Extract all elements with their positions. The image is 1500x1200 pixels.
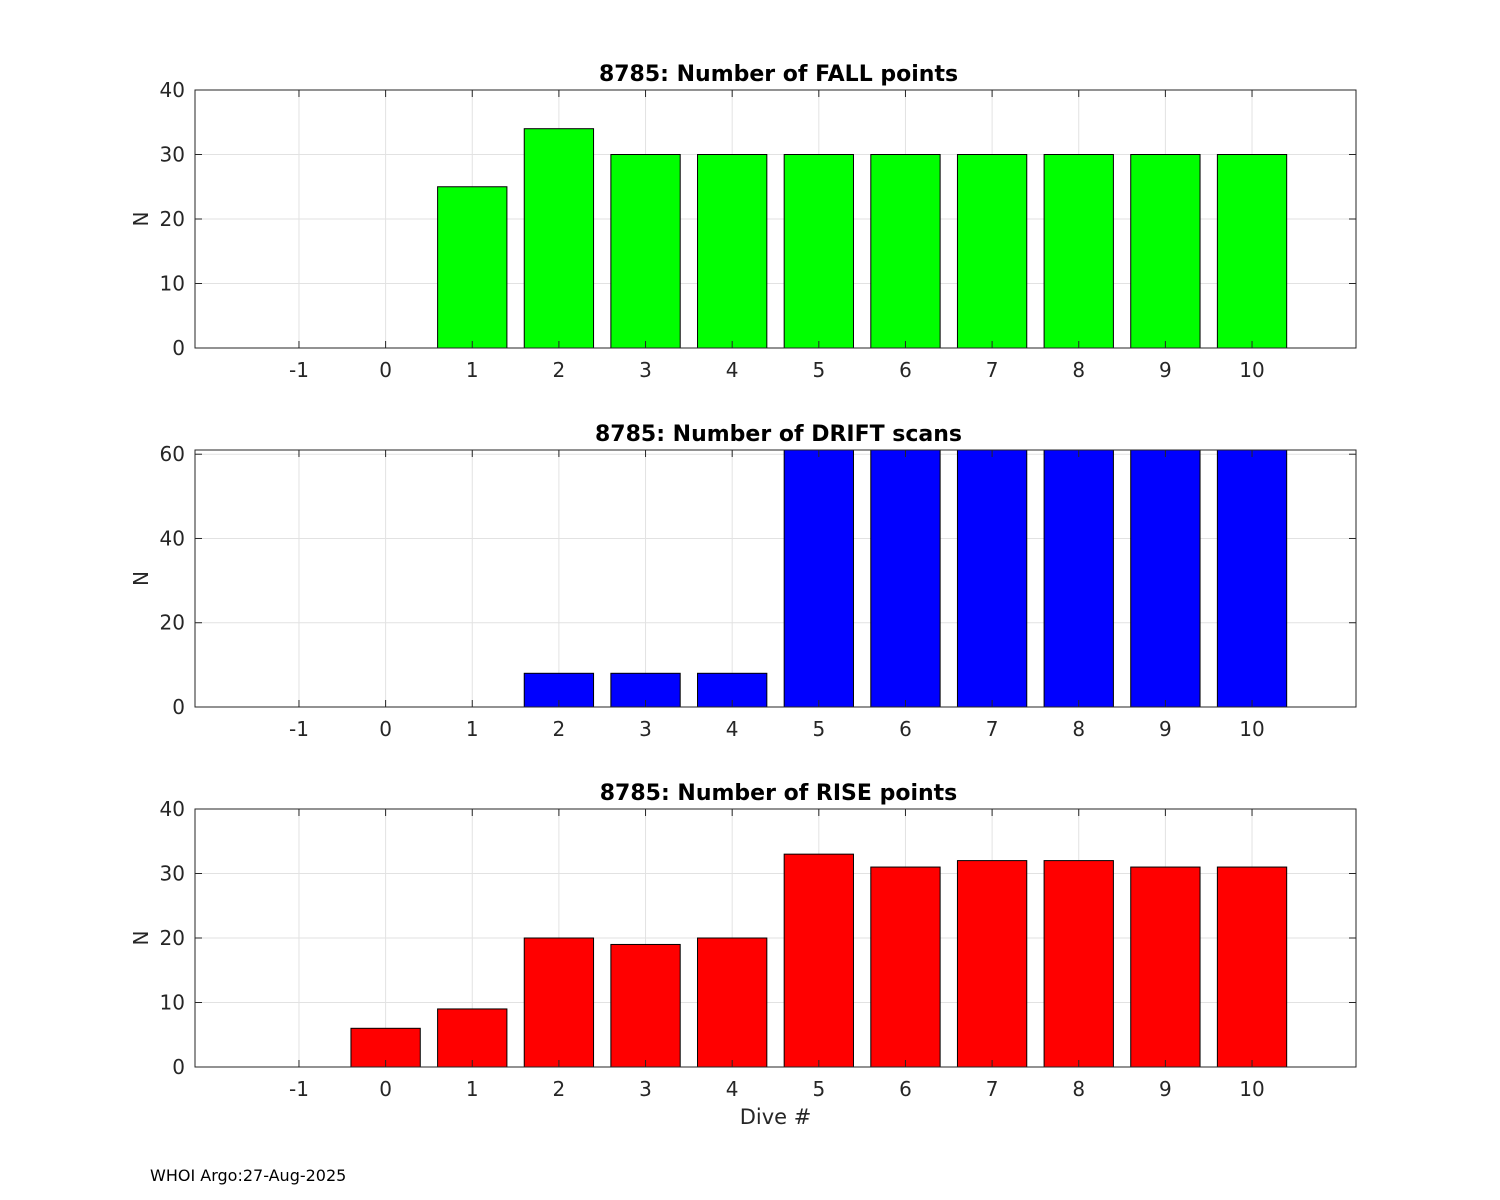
y-tick-label: 30 (160, 143, 185, 167)
x-tick-label: 5 (812, 358, 825, 382)
x-tick-label: 7 (986, 358, 999, 382)
x-tick-label: 1 (466, 717, 479, 741)
bar-3 (610, 943, 681, 1068)
x-tick-label: 9 (1159, 1077, 1172, 1101)
bar-8 (1043, 154, 1114, 349)
x-tick-label: 3 (639, 358, 652, 382)
chart-title: 8785: Number of RISE points (600, 781, 958, 806)
bar-1 (437, 186, 508, 349)
bar-7 (956, 154, 1028, 349)
y-tick-label: 40 (160, 78, 185, 102)
chart-title: 8785: Number of DRIFT scans (595, 422, 962, 447)
y-axis-label: N (129, 212, 153, 227)
y-tick-label: 0 (172, 695, 185, 719)
x-tick-label: 2 (553, 1077, 566, 1101)
y-tick-label: 20 (160, 207, 185, 231)
x-tick-label: -1 (289, 1077, 309, 1101)
bar-2 (523, 128, 595, 349)
x-tick-label: 8 (1072, 717, 1085, 741)
bar-4 (697, 154, 768, 349)
footer-stamp: WHOI Argo:27-Aug-2025 (150, 1166, 347, 1185)
x-tick-label: -1 (289, 358, 309, 382)
bar-9 (1130, 866, 1201, 1068)
x-tick-label: 5 (812, 1077, 825, 1101)
x-tick-label: 3 (639, 717, 652, 741)
bar-10 (1216, 449, 1288, 708)
bar-2 (523, 937, 595, 1068)
x-tick-label: 10 (1239, 1077, 1264, 1101)
x-tick-label: 7 (986, 1077, 999, 1101)
bar-6 (870, 154, 941, 349)
y-tick-label: 60 (160, 442, 185, 466)
bar-4 (697, 937, 768, 1068)
y-axis-label: N (129, 571, 153, 586)
x-axis-label: Dive # (740, 1105, 812, 1129)
chart-panel-3: 0 10 20 30 40 -1 0 1 2 3 4 5 6 7 8 9 10 8785: Number of R… (129, 781, 1357, 1129)
x-tick-label: 0 (379, 1077, 392, 1101)
bar-7 (956, 449, 1028, 708)
y-tick-label: 40 (160, 797, 185, 821)
x-tick-label: 10 (1239, 358, 1264, 382)
bar-7 (956, 860, 1028, 1068)
bar-10 (1216, 866, 1288, 1068)
bar-8 (1043, 449, 1114, 708)
chart-panel-2: 0 20 40 60 -1 0 1 2 3 4 5 6 7 8 9 10 8785: Number of DRI… (129, 422, 1357, 741)
x-tick-label: 0 (379, 717, 392, 741)
x-tick-label: 4 (726, 1077, 739, 1101)
x-tick-label: 0 (379, 358, 392, 382)
y-tick-label: 10 (160, 272, 185, 296)
y-axis-label: N (129, 931, 153, 946)
x-tick-label: 8 (1072, 1077, 1085, 1101)
x-tick-label: 5 (812, 717, 825, 741)
bar-5 (783, 449, 854, 708)
chart-title: 8785: Number of FALL points (599, 62, 958, 87)
axes-box (194, 449, 1357, 708)
y-tick-label: 10 (160, 991, 185, 1015)
y-tick-label: 0 (172, 336, 185, 360)
y-tick-label: 40 (160, 526, 185, 550)
x-tick-label: 4 (726, 358, 739, 382)
x-tick-label: 6 (899, 1077, 912, 1101)
x-tick-label: 6 (899, 717, 912, 741)
x-tick-label: 2 (553, 717, 566, 741)
bar-6 (870, 449, 941, 708)
x-tick-label: 10 (1239, 717, 1264, 741)
y-tick-label: 0 (172, 1055, 185, 1079)
x-tick-label: 3 (639, 1077, 652, 1101)
bar-9 (1130, 449, 1201, 708)
bar-8 (1043, 860, 1114, 1068)
bar-10 (1216, 154, 1288, 349)
bar-6 (870, 866, 941, 1068)
bar-5 (783, 154, 854, 349)
x-tick-label: 9 (1159, 358, 1172, 382)
bar-5 (783, 853, 854, 1068)
x-tick-label: 1 (466, 358, 479, 382)
y-tick-label: 20 (160, 926, 185, 950)
y-tick-label: 20 (160, 611, 185, 635)
x-tick-label: 7 (986, 717, 999, 741)
bar-3 (610, 154, 681, 349)
x-tick-label: 6 (899, 358, 912, 382)
x-tick-label: 4 (726, 717, 739, 741)
bar-9 (1130, 154, 1201, 349)
bar-1 (437, 1008, 508, 1068)
chart-panel-1: 0 10 20 30 40 -1 0 1 2 3 4 5 6 7 8 9 10 8785: Number of F… (129, 62, 1357, 382)
x-tick-label: 2 (553, 358, 566, 382)
x-tick-label: -1 (289, 717, 309, 741)
y-tick-label: 30 (160, 862, 185, 886)
x-tick-label: 1 (466, 1077, 479, 1101)
x-tick-label: 8 (1072, 358, 1085, 382)
x-tick-label: 9 (1159, 717, 1172, 741)
